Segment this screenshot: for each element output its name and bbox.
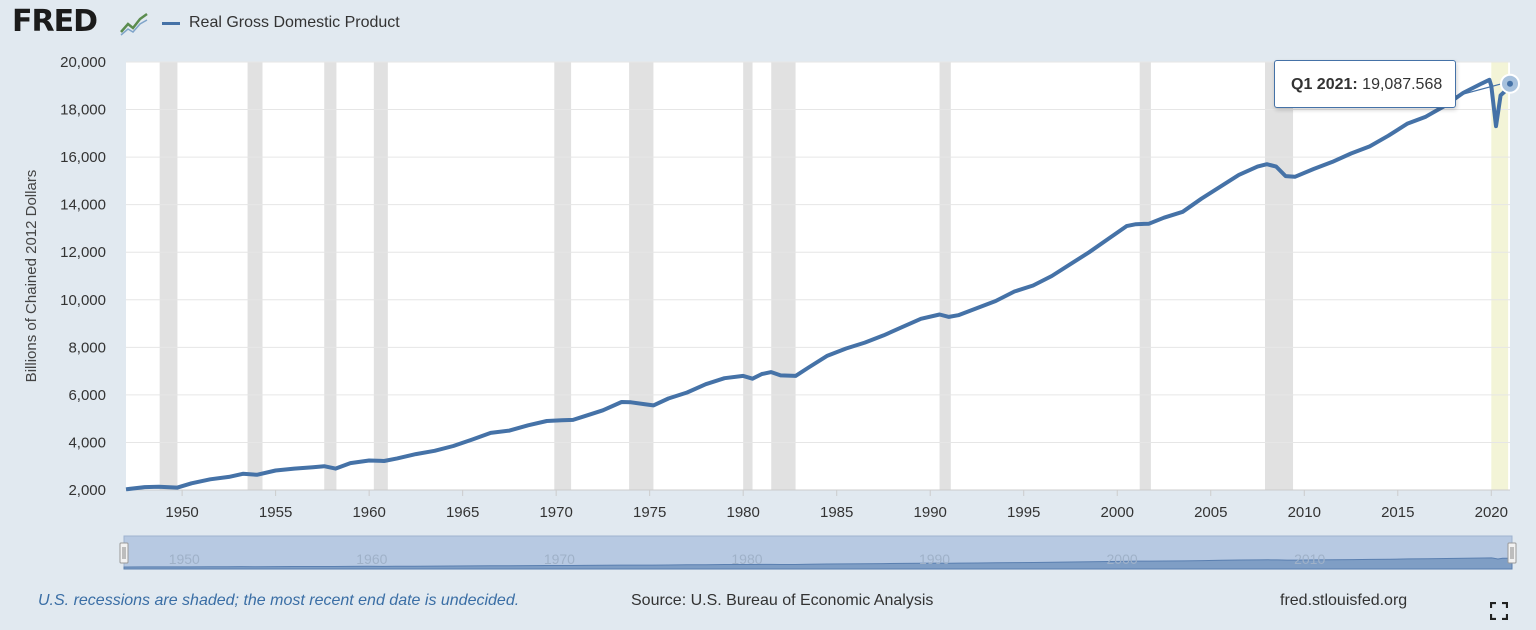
y-tick-label: 14,000 xyxy=(60,197,106,214)
legend-swatch xyxy=(162,21,180,25)
recession-band xyxy=(629,62,654,490)
navigator-series xyxy=(123,557,1513,570)
x-tick-label: 1970 xyxy=(539,504,572,521)
recession-note: U.S. recessions are shaded; the most rec… xyxy=(38,592,520,609)
navigator-handle-left xyxy=(119,542,129,564)
legend-label: Real Gross Domestic Product xyxy=(189,14,400,31)
chart-canvas: 2,000 4,000 6,000 8,000 10,000 12,000 14,000 16… xyxy=(23,54,1520,570)
recession-band xyxy=(1139,62,1151,490)
recession-band xyxy=(771,62,796,490)
navigator-handle-right xyxy=(1507,542,1517,564)
fred-logo[interactable]: FRED xyxy=(12,4,98,39)
navigator-tick-label: 1960 xyxy=(356,551,387,567)
recession-band xyxy=(939,62,951,490)
tooltip-pointer xyxy=(1455,83,1503,97)
navigator-tick-label: 1950 xyxy=(169,551,200,567)
recession-band xyxy=(1491,62,1509,490)
y-tick-label: 16,000 xyxy=(60,149,106,166)
x-tick-label: 1985 xyxy=(820,504,853,521)
recession-band xyxy=(159,62,178,490)
x-tick-label: 1950 xyxy=(165,504,198,521)
source-text: Source: U.S. Bureau of Economic Analysis xyxy=(631,592,934,609)
navigator-tick-label: 1970 xyxy=(544,551,575,567)
chart-mark-icon xyxy=(120,12,148,36)
x-axis: 1950 1955 1960 1965 1970 1975 1980 1985 1990 1995… xyxy=(126,489,1510,521)
x-tick-label: 2015 xyxy=(1381,504,1414,521)
y-tick-label: 8,000 xyxy=(68,339,106,356)
navigator-tick-label: 2010 xyxy=(1294,551,1325,567)
chart-header: FRED Real Gross Domestic Product xyxy=(0,0,1536,50)
fullscreen-icon[interactable] xyxy=(1490,602,1508,620)
x-tick-label: 1955 xyxy=(259,504,292,521)
x-tick-label: 2010 xyxy=(1288,504,1321,521)
recession-bands xyxy=(159,62,1509,490)
x-tick-label: 1990 xyxy=(914,504,947,521)
x-tick-label: 1995 xyxy=(1007,504,1040,521)
y-tick-label: 4,000 xyxy=(68,434,106,451)
y-axis: 2,000 4,000 6,000 8,000 10,000 12,000 14,000 16… xyxy=(60,54,106,499)
x-tick-label: 1960 xyxy=(352,504,385,521)
recession-band xyxy=(373,62,388,490)
tooltip: Q1 2021: 19,087.568 xyxy=(1274,60,1456,108)
y-tick-label: 2,000 xyxy=(68,482,106,499)
recession-band xyxy=(1264,62,1294,490)
y-tick-label: 6,000 xyxy=(68,387,106,404)
recession-band xyxy=(247,62,263,490)
series-line-real-gdp[interactable] xyxy=(125,77,1512,492)
site-link[interactable]: fred.stlouisfed.org xyxy=(1280,592,1408,609)
navigator-tick-label: 1990 xyxy=(919,551,950,567)
x-tick-label: 2000 xyxy=(1101,504,1134,521)
tooltip-label: Q1 2021: xyxy=(1291,76,1358,93)
recession-band xyxy=(324,62,337,490)
x-tick-label: 1965 xyxy=(446,504,479,521)
x-tick-label: 2005 xyxy=(1194,504,1227,521)
highlight-point-core xyxy=(1507,80,1513,87)
tooltip-value: 19,087.568 xyxy=(1362,76,1443,93)
y-tick-label: 18,000 xyxy=(60,102,106,119)
y-tick-label: 10,000 xyxy=(60,292,106,309)
legend[interactable]: Real Gross Domestic Product xyxy=(162,14,400,32)
x-tick-label: 1980 xyxy=(727,504,760,521)
recession-band xyxy=(743,62,753,490)
navigator-tick-label: 2000 xyxy=(1107,551,1138,567)
y-tick-label: 20,000 xyxy=(60,54,106,71)
navigator[interactable]: 1950 1960 1970 1980 1990 2000 2010 xyxy=(119,535,1517,570)
navigator-tick-label: 1980 xyxy=(731,551,762,567)
x-tick-label: 1975 xyxy=(633,504,666,521)
x-tick-label: 2020 xyxy=(1475,504,1508,521)
recession-band xyxy=(554,62,572,490)
y-axis-title: Billions of Chained 2012 Dollars xyxy=(23,170,40,383)
y-tick-label: 12,000 xyxy=(60,244,106,261)
